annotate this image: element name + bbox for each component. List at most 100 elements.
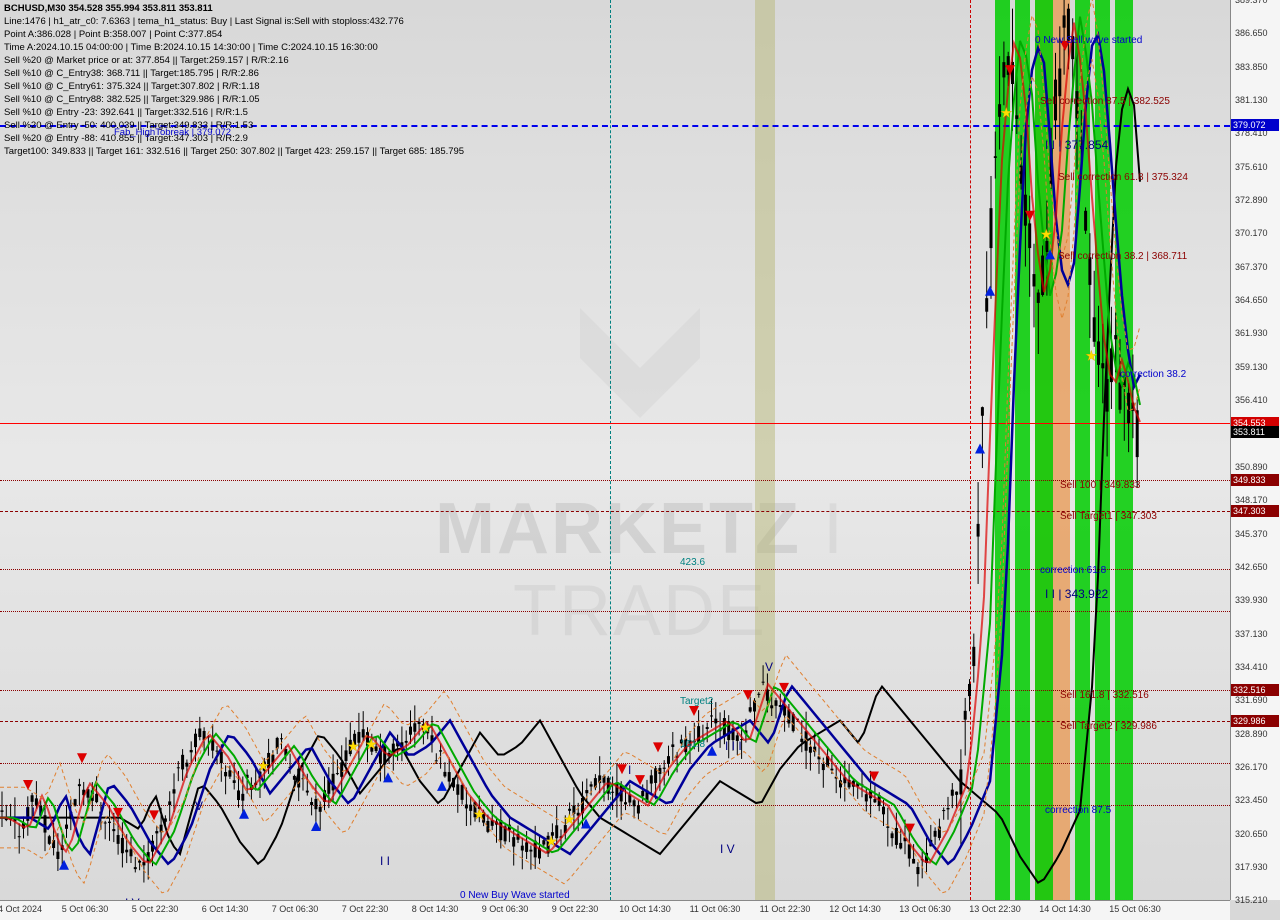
vband bbox=[1015, 0, 1030, 900]
hline bbox=[0, 511, 1230, 512]
chart-label: I I I bbox=[725, 739, 742, 753]
price-tick: 383.850 bbox=[1235, 62, 1268, 72]
info-line: Time A:2024.10.15 04:00:00 | Time B:2024… bbox=[4, 41, 464, 54]
price-tick: 315.210 bbox=[1235, 895, 1268, 905]
vband bbox=[1095, 0, 1110, 900]
info-overlay: BCHUSD,M30 354.528 355.994 353.811 353.8… bbox=[4, 2, 464, 158]
vline bbox=[610, 0, 611, 900]
time-tick: 7 Oct 22:30 bbox=[342, 904, 389, 914]
chart-label: correction 38.2 bbox=[1120, 369, 1186, 380]
watermark-logo-icon bbox=[540, 268, 740, 468]
price-tick: 348.170 bbox=[1235, 495, 1268, 505]
chart-container: MARKETZ I TRADE ★★★★★★★★★★ 423.6Target21… bbox=[0, 0, 1280, 920]
chart-label: I I | 343.922 bbox=[1045, 587, 1108, 601]
chart-label: correction 61.8 bbox=[1040, 565, 1106, 576]
price-tick: 375.610 bbox=[1235, 162, 1268, 172]
markers: ★★★★★★★★★★ bbox=[23, 41, 1098, 870]
time-tick: 11 Oct 06:30 bbox=[690, 904, 741, 914]
chart-label: Sell 100 | 349.833 bbox=[1060, 480, 1140, 491]
price-tick: 361.930 bbox=[1235, 328, 1268, 338]
time-tick: 12 Oct 14:30 bbox=[829, 904, 881, 914]
price-tick: 326.170 bbox=[1235, 762, 1268, 772]
hline bbox=[0, 611, 1230, 612]
vband bbox=[1115, 0, 1133, 900]
svg-text:★: ★ bbox=[563, 811, 576, 827]
info-line: Sell %10 @ C_Entry61: 375.324 || Target:… bbox=[4, 80, 464, 93]
chart-label: Target2 bbox=[680, 696, 713, 707]
time-tick: 4 Oct 2024 bbox=[0, 904, 42, 914]
price-marker: 347.303 bbox=[1231, 505, 1279, 517]
info-line: Point A:386.028 | Point B:358.007 | Poin… bbox=[4, 28, 464, 41]
price-tick: 370.170 bbox=[1235, 228, 1268, 238]
info-line: Sell %20 @ Entry -50: 400.039 || Target:… bbox=[4, 119, 464, 132]
time-tick: 14 Oct 14:30 bbox=[1039, 904, 1091, 914]
time-tick: 13 Oct 22:30 bbox=[969, 904, 1021, 914]
chart-label: Sell correction 87.5 | 382.525 bbox=[1040, 96, 1170, 107]
price-tick: 359.130 bbox=[1235, 362, 1268, 372]
hline bbox=[0, 480, 1230, 481]
chart-label: I I | 377.854 bbox=[1045, 138, 1108, 152]
chart-label: 0 New Sell wave started bbox=[1035, 35, 1142, 46]
price-tick: 328.890 bbox=[1235, 729, 1268, 739]
price-axis: 389.370386.650383.850381.130378.410375.6… bbox=[1230, 0, 1280, 900]
svg-text:★: ★ bbox=[257, 758, 270, 774]
price-tick: 381.130 bbox=[1235, 95, 1268, 105]
info-line: Sell %10 @ C_Entry38: 368.711 || Target:… bbox=[4, 67, 464, 80]
chart-label: Sell 161.8 | 332.516 bbox=[1060, 690, 1149, 701]
price-tick: 345.370 bbox=[1235, 529, 1268, 539]
hline bbox=[0, 423, 1230, 424]
vband bbox=[995, 0, 1010, 900]
chart-label: V bbox=[195, 799, 203, 813]
svg-text:★: ★ bbox=[347, 738, 360, 754]
time-tick: 5 Oct 22:30 bbox=[132, 904, 179, 914]
price-tick: 386.650 bbox=[1235, 28, 1268, 38]
price-tick: 323.450 bbox=[1235, 795, 1268, 805]
price-marker: 332.516 bbox=[1231, 684, 1279, 696]
vband bbox=[755, 0, 775, 900]
price-tick: 367.370 bbox=[1235, 262, 1268, 272]
info-line: Sell %10 @ Entry -23: 392.641 || Target:… bbox=[4, 106, 464, 119]
vband bbox=[1075, 0, 1090, 900]
chart-label: I I I bbox=[25, 805, 42, 819]
price-tick: 350.890 bbox=[1235, 462, 1268, 472]
time-tick: 9 Oct 22:30 bbox=[552, 904, 599, 914]
price-tick: 372.890 bbox=[1235, 195, 1268, 205]
watermark-text: MARKETZ I TRADE bbox=[320, 488, 960, 652]
chart-label: 423.6 bbox=[680, 557, 705, 568]
price-tick: 317.930 bbox=[1235, 862, 1268, 872]
price-tick: 320.650 bbox=[1235, 829, 1268, 839]
price-tick: 356.410 bbox=[1235, 395, 1268, 405]
price-marker: 349.833 bbox=[1231, 474, 1279, 486]
hline bbox=[0, 721, 1230, 722]
info-line: Sell %20 @ Market price or at: 377.854 |… bbox=[4, 54, 464, 67]
svg-text:★: ★ bbox=[365, 736, 378, 752]
info-line: BCHUSD,M30 354.528 355.994 353.811 353.8… bbox=[4, 2, 464, 15]
overlay-label: Fab_HighTobreak | 379.072 bbox=[114, 126, 231, 139]
chart-label: I bbox=[628, 763, 631, 777]
chart-label: Sell correction 38.2 | 368.711 bbox=[1058, 251, 1187, 262]
chart-label: I V bbox=[720, 842, 735, 856]
watermark: MARKETZ I TRADE bbox=[320, 268, 960, 652]
price-marker: 379.072 bbox=[1231, 119, 1279, 131]
time-tick: 7 Oct 06:30 bbox=[272, 904, 319, 914]
price-marker: 329.986 bbox=[1231, 715, 1279, 727]
time-tick: 6 Oct 14:30 bbox=[202, 904, 249, 914]
time-tick: 10 Oct 14:30 bbox=[619, 904, 671, 914]
time-axis: 4 Oct 2024 5 Oct 06:30 5 Oct 22:30 6 Oct 14… bbox=[0, 900, 1230, 920]
price-marker: 353.811 bbox=[1231, 426, 1279, 438]
svg-text:★: ★ bbox=[473, 806, 486, 822]
time-tick: 5 Oct 06:30 bbox=[62, 904, 109, 914]
price-tick: 331.690 bbox=[1235, 695, 1268, 705]
info-line: Line:1476 | h1_atr_c0: 7.6363 | tema_h1_… bbox=[4, 15, 464, 28]
vline bbox=[970, 0, 971, 900]
price-tick: 342.650 bbox=[1235, 562, 1268, 572]
info-line: Sell %20 @ Entry -88: 410.855 || Target:… bbox=[4, 132, 464, 145]
chart-label: 161.8 bbox=[680, 739, 705, 750]
chart-label: V bbox=[765, 660, 773, 674]
price-tick: 389.370 bbox=[1235, 0, 1268, 5]
chart-label: Sell Target1 | 347.303 bbox=[1060, 511, 1157, 522]
chart-label: I I bbox=[380, 854, 390, 868]
price-tick: 364.650 bbox=[1235, 295, 1268, 305]
chart-label: correction 87.5 bbox=[1045, 805, 1111, 816]
price-tick: 337.130 bbox=[1235, 629, 1268, 639]
